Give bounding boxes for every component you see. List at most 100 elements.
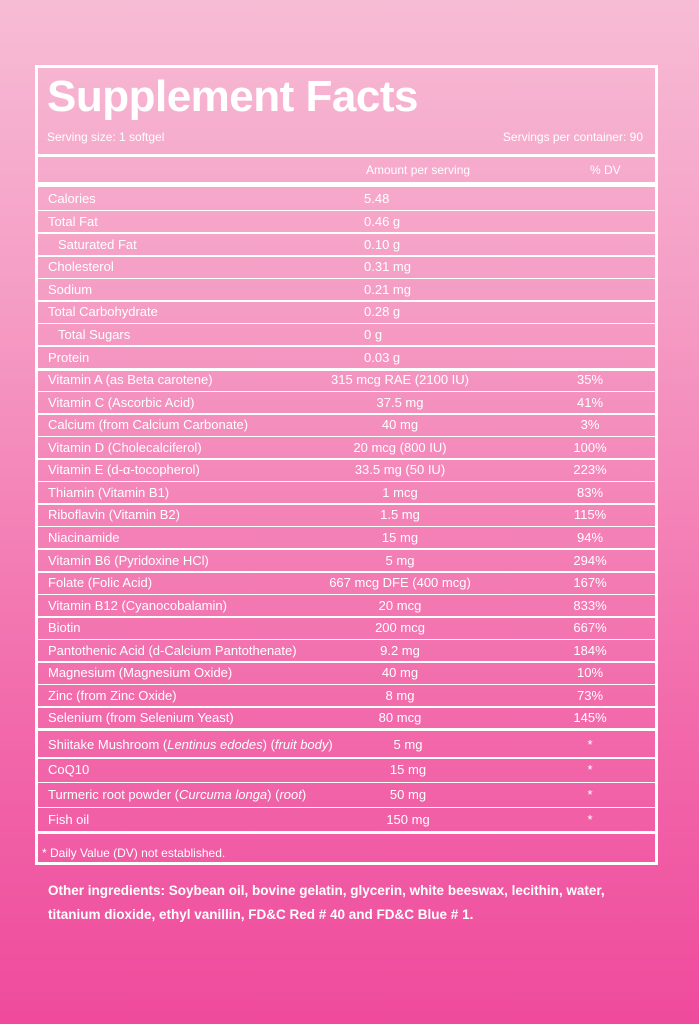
row-amount: 200 mcg — [375, 620, 425, 636]
row-name: Vitamin B6 (Pyridoxine HCl) — [48, 552, 209, 568]
row-name: Magnesium (Magnesium Oxide) — [48, 665, 233, 681]
row-name: Vitamin D (Cholecalciferol) — [48, 439, 202, 455]
row-dv: 41% — [576, 394, 604, 410]
row-amount: 33.5 mg (50 IU) — [354, 462, 446, 478]
row-dv: 83% — [576, 484, 604, 500]
row-name: Selenium (from Selenium Yeast) — [48, 710, 234, 726]
name-part: Lentinus edodes — [167, 737, 263, 753]
row-amount: 40 mg — [381, 417, 419, 433]
row-divider — [35, 413, 658, 415]
row-name: Vitamin C (Ascorbic Acid) — [48, 394, 195, 410]
row-name: Shiitake Mushroom (Lentinus edodes) (fru… — [48, 737, 333, 753]
row-divider — [35, 458, 658, 460]
row-dv: 223% — [573, 462, 607, 478]
row-amount: 667 mcg DFE (400 mcg) — [329, 575, 471, 591]
row-divider — [35, 390, 658, 393]
section-divider — [35, 831, 658, 835]
row-divider — [35, 345, 658, 347]
divider — [35, 154, 658, 157]
row-amount: 1.5 mg — [380, 507, 420, 523]
row-divider — [35, 209, 658, 212]
row-amount: 50 mg — [389, 787, 427, 802]
row-name: Sodium — [48, 281, 93, 297]
row-divider — [35, 503, 658, 505]
row-dv: * — [587, 787, 593, 802]
row-name: Thiamin (Vitamin B1) — [48, 484, 170, 500]
serving-size: Serving size: 1 softgel — [47, 130, 165, 144]
name-part: Turmeric root powder ( — [48, 787, 179, 802]
name-part: Curcuma longa — [179, 787, 268, 802]
row-dv: 3% — [580, 417, 600, 433]
row-divider — [35, 683, 658, 686]
row-amount: 0.28 g — [364, 304, 401, 320]
row-name: Niacinamide — [48, 529, 120, 545]
row-name: Fish oil — [48, 811, 90, 827]
servings-per-container: Servings per container: 90 — [502, 130, 643, 144]
row-dv: 115% — [573, 507, 607, 523]
divider — [35, 182, 658, 187]
row-divider — [35, 571, 658, 573]
row-amount: 0.10 g — [364, 236, 401, 252]
row-divider — [35, 322, 658, 325]
row-name: Zinc (from Zinc Oxide) — [48, 687, 177, 703]
row-divider — [35, 300, 658, 302]
row-amount: 0 g — [364, 326, 383, 342]
row-name: Vitamin E (d-α-tocopherol) — [48, 462, 200, 478]
row-amount: 150 mg — [386, 811, 430, 827]
row-dv: * — [587, 762, 593, 778]
row-dv: 145% — [573, 710, 607, 726]
row-dv: 184% — [573, 642, 607, 658]
name-part: ) ( — [267, 787, 280, 802]
name-part: fruit body — [274, 737, 329, 753]
row-amount: 0.21 mg — [364, 281, 411, 297]
row-name: Protein — [48, 349, 90, 365]
name-part: Shiitake Mushroom ( — [48, 737, 168, 753]
dv-header: % DV — [590, 163, 621, 177]
facts-box — [35, 65, 658, 865]
row-divider — [35, 480, 658, 483]
row-amount: 5 mg — [393, 737, 423, 753]
name-part: ) — [301, 787, 307, 802]
row-dv: 100% — [573, 439, 607, 455]
row-divider — [35, 806, 658, 809]
row-dv: * — [587, 811, 593, 827]
row-divider — [35, 661, 658, 663]
row-name: Calcium (from Calcium Carbonate) — [48, 417, 249, 433]
row-amount: 5 mg — [385, 552, 415, 568]
row-divider — [35, 277, 658, 280]
row-divider — [35, 255, 658, 257]
row-amount: 0.46 g — [364, 213, 401, 229]
row-amount: 0.31 mg — [364, 259, 411, 275]
row-amount: 1 mcg — [382, 484, 418, 500]
row-dv: 94% — [576, 529, 604, 545]
row-amount: 37.5 mg — [376, 394, 424, 410]
row-divider — [35, 757, 658, 759]
row-name: CoQ10 — [48, 762, 90, 778]
row-name: Pantothenic Acid (d-Calcium Pantothenate… — [48, 642, 297, 658]
row-amount: 40 mg — [381, 665, 419, 681]
row-name: Vitamin A (as Beta carotene) — [48, 372, 213, 388]
row-dv: 167% — [573, 575, 607, 591]
row-amount: 20 mcg (800 IU) — [353, 439, 447, 455]
row-name: Turmeric root powder (Curcuma longa) (ro… — [48, 787, 306, 803]
row-dv: 294% — [573, 552, 607, 568]
row-amount: 8 mg — [385, 687, 415, 703]
row-dv: * — [587, 737, 593, 753]
section-divider — [35, 728, 658, 732]
row-divider — [35, 525, 658, 528]
footnote: * Daily Value (DV) not established. — [42, 846, 226, 860]
row-name: Vitamin B12 (Cyanocobalamin) — [48, 597, 227, 613]
row-name: Cholesterol — [48, 259, 114, 275]
row-divider — [35, 781, 658, 784]
row-name: Folate (Folic Acid) — [48, 575, 153, 591]
row-dv: 10% — [576, 665, 604, 681]
row-amount: 15 mg — [381, 529, 419, 545]
row-divider — [35, 706, 658, 708]
name-part: ) — [328, 737, 333, 753]
amount-header: Amount per serving — [366, 163, 471, 177]
row-amount: 15 mg — [389, 762, 427, 778]
row-name: Riboflavin (Vitamin B2) — [48, 507, 180, 523]
name-part: root — [279, 787, 302, 802]
row-name: Saturated Fat — [58, 236, 137, 252]
